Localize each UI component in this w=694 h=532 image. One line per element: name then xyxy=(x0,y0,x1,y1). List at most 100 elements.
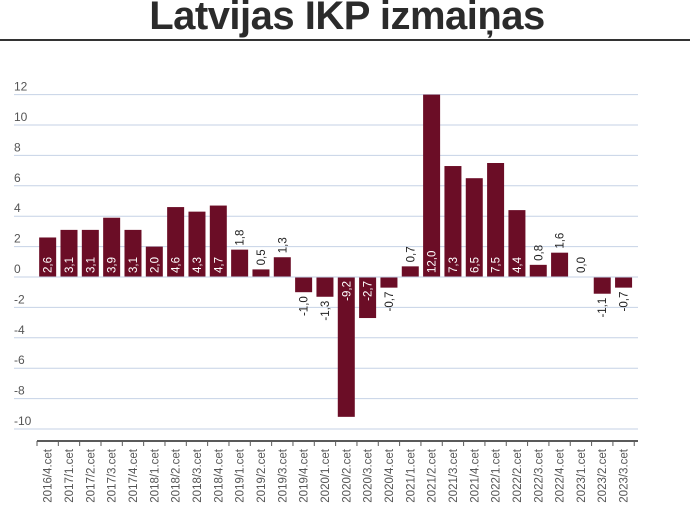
x-tick-label: 2018/3.cet xyxy=(192,448,204,503)
data-label: 4,6 xyxy=(171,257,183,273)
data-label: 2,0 xyxy=(149,257,161,273)
y-tick-label: -10 xyxy=(14,414,32,428)
x-tick-label: 2018/2.cet xyxy=(171,448,183,503)
x-tick-label: 2022/1.cet xyxy=(491,448,503,503)
bar xyxy=(423,94,441,277)
x-tick-label: 2023/3.cet xyxy=(619,448,631,503)
x-tick-label: 2022/4.cet xyxy=(555,448,567,503)
x-tick-label: 2019/1.cet xyxy=(235,448,247,503)
labels: 12 10 8 6 4 2 0 -2 -4 -6 -8 -10 2,6 2016/4.cet 3,1 2017… xyxy=(14,80,631,503)
bar xyxy=(380,277,398,288)
x-tick-label: 2018/4.cet xyxy=(213,448,225,503)
data-label: 7,5 xyxy=(491,257,503,273)
x-tick-label: 2021/2.cet xyxy=(427,448,439,503)
data-label: 4,3 xyxy=(192,257,204,273)
y-tick-label: 10 xyxy=(14,110,28,124)
bar xyxy=(209,205,227,277)
x-tick-label: 2022/3.cet xyxy=(533,448,545,503)
y-tick-label: 6 xyxy=(14,171,21,185)
data-label: 1,8 xyxy=(235,230,247,246)
bar xyxy=(401,266,419,277)
data-label: 3,9 xyxy=(107,257,119,273)
y-tick-label: 0 xyxy=(14,262,21,276)
bar xyxy=(465,178,483,277)
bars xyxy=(39,94,633,417)
bar xyxy=(124,229,142,277)
x-tick-label: 2018/1.cet xyxy=(149,448,161,503)
data-label: -1,3 xyxy=(320,301,332,321)
bar xyxy=(487,163,505,277)
data-label: 0,8 xyxy=(533,245,545,261)
title-divider xyxy=(0,39,690,41)
x-tick-label: 2016/4.cet xyxy=(43,448,55,503)
data-label: 0,7 xyxy=(405,246,417,262)
x-tick-label: 2023/1.cet xyxy=(576,448,588,503)
data-label: -0,7 xyxy=(384,292,396,312)
bar xyxy=(615,277,633,288)
bar xyxy=(167,207,185,277)
x-tick-label: 2022/2.cet xyxy=(512,448,524,503)
bar xyxy=(508,210,526,277)
bar xyxy=(529,264,547,277)
bar xyxy=(551,252,569,277)
bar xyxy=(231,249,249,277)
bar xyxy=(316,277,334,297)
y-tick-label: 12 xyxy=(14,80,28,94)
data-label: -1,0 xyxy=(299,296,311,316)
bar xyxy=(103,217,121,277)
data-label: 3,1 xyxy=(128,257,140,273)
x-tick-label: 2020/3.cet xyxy=(363,448,375,503)
x-tick-label: 2021/1.cet xyxy=(405,448,417,503)
bar xyxy=(295,277,313,293)
gridlines xyxy=(14,94,638,430)
data-label: 0,5 xyxy=(256,249,268,265)
x-tick-label: 2021/3.cet xyxy=(448,448,460,503)
x-tick-label: 2019/3.cet xyxy=(277,448,289,503)
data-label: 0,0 xyxy=(576,257,588,273)
y-tick-label: 2 xyxy=(14,232,21,246)
x-tick-label: 2019/2.cet xyxy=(256,448,268,503)
y-tick-label: -8 xyxy=(14,384,25,398)
data-label: 4,4 xyxy=(512,256,524,273)
x-tick-label: 2017/3.cet xyxy=(107,448,119,503)
data-label: 3,1 xyxy=(85,257,97,273)
x-tick-label: 2021/4.cet xyxy=(469,448,481,503)
bar xyxy=(39,237,57,277)
y-tick-label: 4 xyxy=(14,201,21,215)
y-tick-label: 8 xyxy=(14,140,21,154)
bar xyxy=(593,277,611,294)
data-label: 6,5 xyxy=(469,257,481,273)
y-tick-label: -4 xyxy=(14,323,25,337)
x-tick-label: 2023/2.cet xyxy=(597,448,609,503)
x-tick-label: 2017/1.cet xyxy=(64,448,76,503)
bar xyxy=(188,211,206,277)
chart-title: Latvijas IKP izmaiņas xyxy=(149,0,545,38)
axes xyxy=(14,276,638,446)
bar xyxy=(60,229,78,277)
bar xyxy=(145,246,163,277)
bar xyxy=(444,166,462,277)
x-tick-label: 2019/4.cet xyxy=(299,448,311,503)
data-label: -0,7 xyxy=(619,292,631,312)
x-tick-label: 2017/2.cet xyxy=(85,448,97,503)
data-label: 1,3 xyxy=(277,237,289,253)
bar xyxy=(252,269,270,277)
data-label: 3,1 xyxy=(64,257,76,273)
data-label: 2,6 xyxy=(43,257,55,273)
data-label: 1,6 xyxy=(555,233,567,249)
data-label: 12,0 xyxy=(427,251,439,273)
bar xyxy=(81,229,99,277)
x-tick-label: 2020/2.cet xyxy=(341,448,353,503)
y-tick-label: -2 xyxy=(14,292,25,306)
data-label: 4,7 xyxy=(213,257,225,273)
x-tick-label: 2020/1.cet xyxy=(320,448,332,503)
bar xyxy=(273,257,291,277)
data-label: 7,3 xyxy=(448,257,460,273)
data-label: -1,1 xyxy=(597,298,609,318)
y-tick-label: -6 xyxy=(14,353,25,367)
x-tick-label: 2017/4.cet xyxy=(128,448,140,503)
x-tick-label: 2020/4.cet xyxy=(384,448,396,503)
bar xyxy=(359,277,377,319)
data-label: -9,2 xyxy=(341,281,353,301)
